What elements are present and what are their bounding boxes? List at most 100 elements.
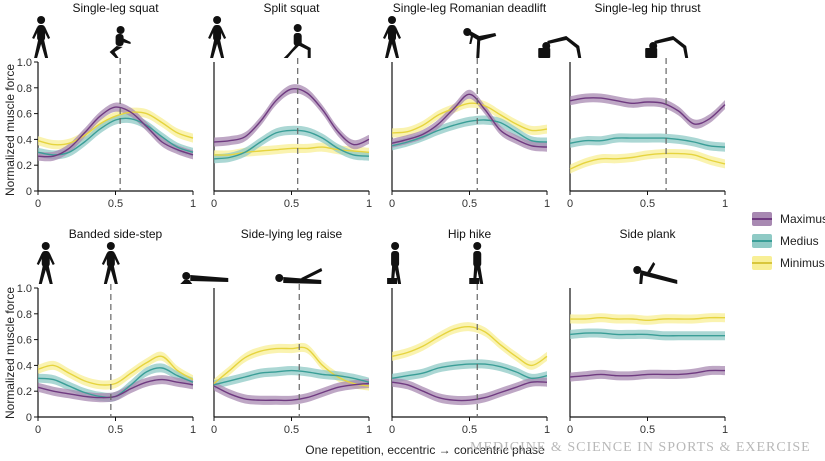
panel-2: Split squat 0 0.5 1 xyxy=(208,1,372,210)
y-tick-label: 0 xyxy=(26,186,32,198)
legend-label: Maximus xyxy=(780,212,825,226)
minimus-line xyxy=(391,102,548,134)
maximus-line xyxy=(213,382,370,402)
x-tick-label: 1 xyxy=(544,198,550,210)
x-tick-label: 1 xyxy=(190,424,196,436)
minimus-band xyxy=(38,351,193,390)
x-tick-label: 1 xyxy=(544,424,550,436)
medius-line xyxy=(213,369,370,386)
minimus-line xyxy=(37,111,194,146)
maximus-line xyxy=(391,93,548,148)
x-axis-label: One repetition, eccentric → concentric p… xyxy=(305,443,545,457)
x-tick-label: 0.5 xyxy=(640,198,655,210)
x-tick-label: 0.5 xyxy=(108,424,123,436)
y-tick-label: 1.0 xyxy=(17,283,32,295)
minimus-line xyxy=(37,355,194,386)
x-tick-label: 0.5 xyxy=(462,424,477,436)
journal-watermark: MEDICINE & SCIENCE IN SPORTS & EXERCISE xyxy=(470,440,811,455)
x-tick-label: 0 xyxy=(35,424,41,436)
maximus-band xyxy=(570,93,725,129)
x-tick-label: 0 xyxy=(567,198,573,210)
x-tick-label: 0.5 xyxy=(640,424,655,436)
side-step-wide-icon xyxy=(101,242,120,284)
medius-line xyxy=(569,332,725,337)
x-tick-label: 1 xyxy=(190,198,196,210)
split-squat-start-icon xyxy=(208,16,227,58)
maximus-line xyxy=(37,378,194,399)
legend-key-medius xyxy=(752,232,772,250)
maximus-line xyxy=(37,106,194,158)
panel-3: Single-leg Romanian deadlift 0 0.5 1 xyxy=(383,1,550,210)
medius-band xyxy=(392,359,547,383)
minimus-line xyxy=(391,325,548,367)
maximus-band xyxy=(214,378,369,405)
panel-title: Single-leg Romanian deadlift xyxy=(393,1,547,15)
x-tick-label: 0 xyxy=(35,198,41,210)
y-tick-label: 0.4 xyxy=(17,360,32,372)
x-tick-label: 0.5 xyxy=(108,198,123,210)
hip-thrust-start-icon xyxy=(538,36,582,58)
legend-item-maximus: Maximus xyxy=(752,208,825,230)
panel-8: Side plank 0 0.5 1 xyxy=(567,227,728,436)
single-leg-squat-bottom-icon xyxy=(109,26,131,58)
legend-key-minimus xyxy=(752,254,772,272)
side-plank-icon xyxy=(633,262,678,284)
y-axis-label-top: Normalized muscle force xyxy=(3,60,17,200)
y-tick-label: 0.8 xyxy=(17,83,32,95)
panel-1: Single-leg squat 0 0.5 1 0 0.2 0.4 0.6 0.8 1.0 xyxy=(17,1,196,210)
x-tick-label: 0 xyxy=(389,198,395,210)
rdl-start-icon xyxy=(383,16,401,58)
y-tick-label: 0.2 xyxy=(17,160,32,172)
y-tick-label: 0.6 xyxy=(17,109,32,121)
minimus-line xyxy=(213,346,370,387)
panel-7: Hip hike 0 0.5 1 xyxy=(387,227,550,436)
legend-item-minimus: Minimus xyxy=(752,252,825,274)
minimus-band xyxy=(570,313,725,325)
hip-thrust-top-icon xyxy=(645,36,689,58)
x-tick-label: 0 xyxy=(389,424,395,436)
maximus-band xyxy=(214,84,369,150)
panel-title: Side plank xyxy=(619,227,676,241)
medius-line xyxy=(213,129,370,160)
minimus-band xyxy=(392,98,547,138)
medius-line xyxy=(391,119,548,147)
panel-4: Single-leg hip thrust 0 0.5 1 xyxy=(538,1,728,210)
hip-hike-top-icon xyxy=(469,242,484,284)
x-tick-label: 0.5 xyxy=(462,198,477,210)
minimus-band xyxy=(214,342,369,391)
split-squat-bottom-icon xyxy=(283,24,311,58)
x-tick-label: 1 xyxy=(366,198,372,210)
panel-5: Banded side-step 0 0.5 1 0 0.2 0.4 0.6 0.8 1.0 xyxy=(17,227,196,436)
panel-title: Banded side-step xyxy=(69,227,163,241)
leg-raise-top-icon xyxy=(275,268,323,284)
legend-label: Minimus xyxy=(780,256,825,270)
x-tick-label: 1 xyxy=(366,424,372,436)
y-tick-label: 1.0 xyxy=(17,57,32,69)
y-axis-label-bottom: Normalized muscle force xyxy=(3,283,17,423)
y-tick-label: 0.6 xyxy=(17,335,32,347)
x-tick-label: 0.5 xyxy=(284,424,299,436)
panel-6: Side-lying leg raise 0 0.5 1 xyxy=(180,227,372,436)
maximus-line xyxy=(569,369,726,378)
x-tick-label: 1 xyxy=(722,198,728,210)
panel-title: Single-leg squat xyxy=(72,1,159,15)
y-tick-label: 0 xyxy=(26,412,32,424)
leg-raise-start-icon xyxy=(180,272,229,284)
minimus-band xyxy=(570,148,725,174)
y-tick-label: 0.8 xyxy=(17,309,32,321)
rdl-bottom-icon xyxy=(463,28,497,58)
maximus-band xyxy=(392,377,547,406)
minimus-line xyxy=(569,152,726,170)
x-tick-label: 1 xyxy=(722,424,728,436)
legend-key-maximus xyxy=(752,210,772,228)
medius-line xyxy=(569,137,726,148)
x-tick-label: 0 xyxy=(211,424,217,436)
y-axis-label-text: Normalized muscle force xyxy=(3,63,17,197)
medius-line xyxy=(391,363,548,380)
maximus-line xyxy=(569,97,726,125)
medius-band xyxy=(570,133,725,152)
legend-label: Medius xyxy=(780,234,819,248)
side-step-start-icon xyxy=(36,242,55,284)
y-tick-label: 0.2 xyxy=(17,386,32,398)
x-tick-label: 0.5 xyxy=(284,198,299,210)
